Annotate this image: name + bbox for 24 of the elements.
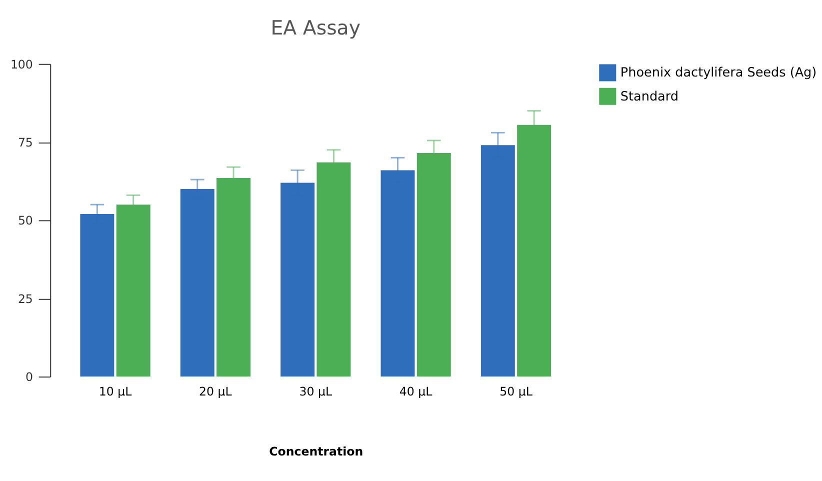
bar [480, 145, 515, 377]
bar [180, 188, 214, 377]
bar [116, 204, 150, 377]
y-tick-label: 100 [10, 57, 33, 72]
bar [316, 162, 351, 377]
bar [216, 178, 251, 377]
bar [416, 152, 451, 377]
y-tick-label: 50 [18, 214, 33, 228]
x-tick-label: 10 µL [98, 384, 132, 399]
legend-label: Phoenix dactylifera Seeds (Ag) [620, 66, 817, 81]
x-tick-label: 30 µL [299, 384, 332, 399]
y-tick-label: 0 [25, 370, 33, 384]
bar [517, 124, 552, 377]
bar [380, 170, 415, 377]
y-tick-label: 25 [18, 292, 33, 306]
legend-label: Standard [620, 89, 679, 104]
x-tick-label: 20 µL [199, 384, 232, 399]
x-tick-label: 50 µL [500, 384, 533, 399]
bar [80, 214, 114, 377]
x-axis-title: Concentration [269, 444, 364, 459]
chart-title: EA Assay [270, 16, 361, 40]
x-tick-label: 40 µL [399, 384, 433, 399]
bar [280, 182, 315, 377]
y-tick-label: 75 [18, 135, 33, 150]
